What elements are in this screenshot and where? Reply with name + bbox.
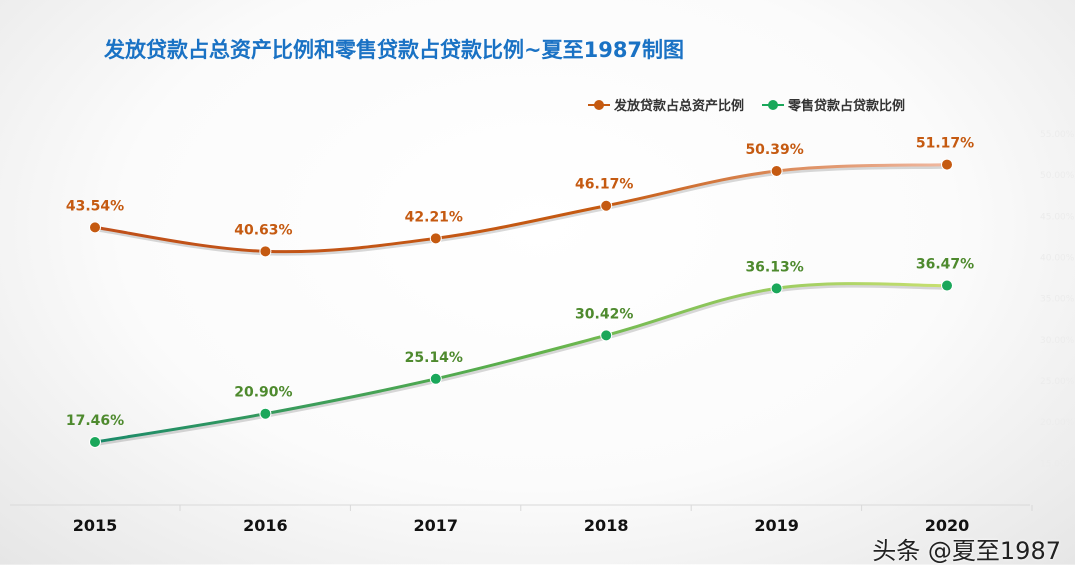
data-point	[429, 232, 442, 245]
y-tick-label: 55.00%	[1040, 130, 1075, 140]
data-point	[770, 165, 783, 177]
legend-swatch	[762, 99, 785, 110]
x-tick-label: 2017	[414, 516, 459, 535]
y-tick-label: 15.00%	[1040, 459, 1075, 469]
x-tick-label: 2020	[925, 516, 970, 535]
data-label: 20.90%	[234, 385, 292, 401]
legend-item-loans-to-assets: 发放贷款占总资产比例	[588, 95, 744, 114]
y-tick-label: 25.00%	[1040, 377, 1075, 387]
series-line	[94, 163, 948, 254]
data-point	[941, 279, 953, 292]
series-line	[94, 282, 948, 444]
legend-label: 零售贷款占贷款比例	[788, 99, 906, 114]
y-tick-label: 35.00%	[1040, 295, 1075, 305]
data-point	[600, 199, 613, 212]
legend-swatch	[588, 99, 610, 110]
x-tick-label: 2015	[73, 516, 118, 535]
series-line-shadow	[95, 164, 949, 256]
data-label: 30.42%	[575, 306, 633, 322]
data-label: 40.63%	[234, 222, 292, 238]
data-label: 25.14%	[405, 350, 463, 366]
data-point	[259, 407, 272, 420]
chart-title: 发放贷款占总资产比例和零售贷款占贷款比例~夏至1987制图	[104, 38, 685, 62]
data-point	[89, 221, 101, 234]
data-label: 51.17%	[916, 136, 974, 152]
data-label: 43.54%	[66, 198, 124, 214]
series-line-shadow	[95, 283, 949, 446]
x-tick-label: 2016	[243, 516, 288, 535]
data-point	[429, 372, 442, 385]
y-tick-label: 20.00%	[1040, 418, 1075, 428]
data-point	[600, 329, 613, 342]
data-point	[259, 245, 272, 258]
data-point	[941, 158, 953, 171]
y-tick-label: 40.00%	[1040, 254, 1075, 264]
y-tick-label: 50.00%	[1040, 171, 1075, 181]
data-label: 42.21%	[405, 209, 463, 225]
watermark: 头条 @夏至1987	[872, 537, 1061, 565]
data-label: 17.46%	[66, 413, 124, 429]
data-point	[89, 436, 101, 449]
legend-item-retail-loans: 零售贷款占贷款比例	[762, 95, 905, 114]
data-label: 36.13%	[745, 259, 803, 275]
x-tick-label: 2018	[584, 516, 629, 535]
data-label: 46.17%	[575, 177, 633, 193]
data-point	[770, 282, 783, 295]
data-label: 36.47%	[916, 257, 974, 273]
y-tick-label: 30.00%	[1040, 336, 1075, 346]
legend-label: 发放贷款占总资产比例	[614, 99, 745, 114]
legend: 发放贷款占总资产比例 零售贷款占贷款比例	[588, 95, 905, 114]
x-tick-label: 2019	[754, 516, 799, 535]
y-tick-label: 45.00%	[1040, 212, 1075, 222]
data-label: 50.39%	[745, 142, 803, 158]
